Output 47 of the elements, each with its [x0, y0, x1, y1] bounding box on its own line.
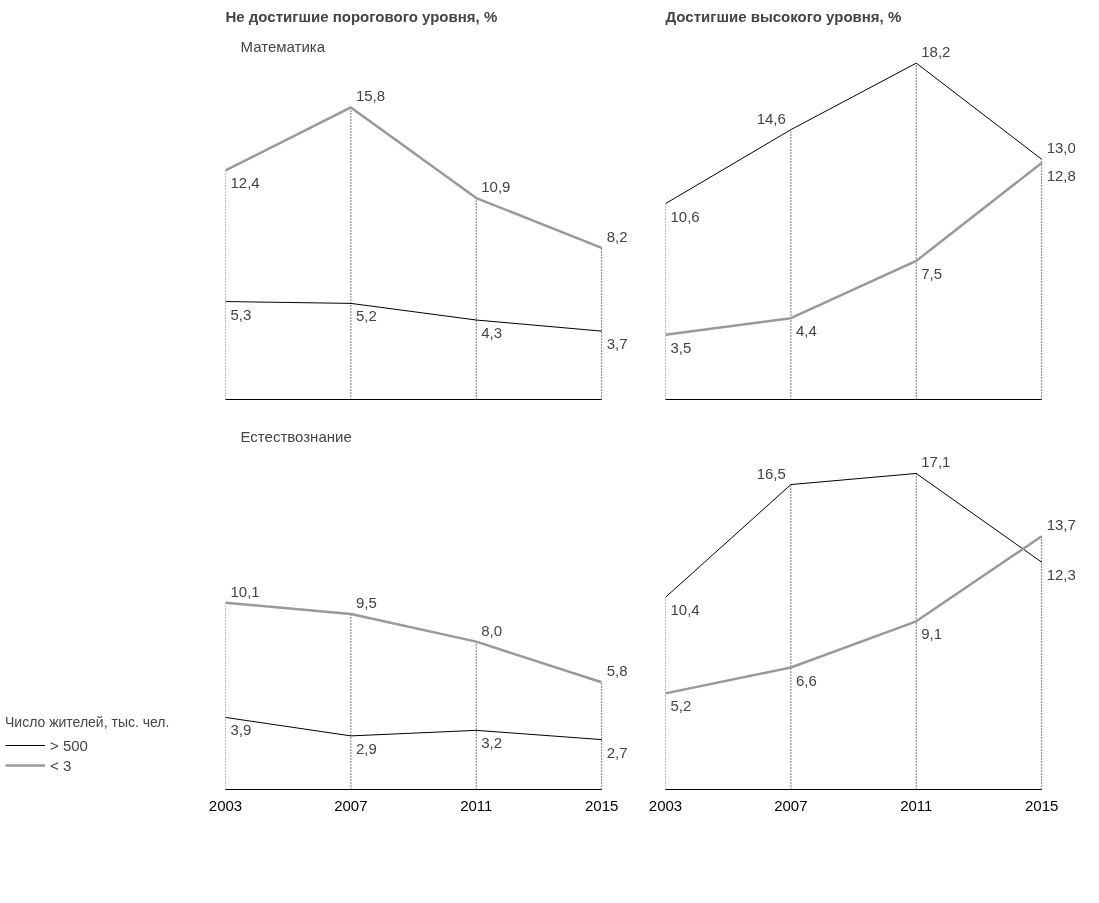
- data-label: 5,2: [355, 307, 377, 325]
- data-label: 3,9: [230, 721, 252, 739]
- data-label: 4,4: [795, 322, 817, 340]
- legend-label: > 500: [50, 736, 88, 754]
- data-label: 12,8: [1046, 166, 1076, 184]
- data-label: 13,0: [1046, 139, 1076, 157]
- data-label: 12,3: [1046, 566, 1076, 584]
- data-label: 12,4: [230, 174, 260, 192]
- data-label: 4,3: [481, 324, 503, 342]
- legend-label: < 3: [50, 756, 72, 774]
- legend-title: Число жителей, тыс. чел.: [5, 714, 170, 730]
- x-tick-label: 2003: [648, 796, 683, 814]
- data-label: 10,1: [230, 582, 260, 600]
- x-tick-label: 2011: [460, 796, 493, 814]
- data-label: 3,2: [481, 734, 503, 752]
- chart-title: Достигшие высокого уровня, %: [665, 7, 902, 25]
- data-label: 3,7: [606, 335, 628, 353]
- data-label: 2,7: [606, 743, 628, 761]
- data-label: 6,6: [795, 671, 817, 689]
- x-tick-label: 2007: [774, 796, 808, 814]
- data-label: 8,2: [606, 227, 628, 245]
- data-label: 10,6: [670, 207, 700, 225]
- data-label: 9,5: [355, 593, 377, 611]
- x-tick-label: 2011: [900, 796, 933, 814]
- text: Математика: [240, 37, 326, 55]
- data-label: 15,8: [355, 87, 386, 105]
- data-label: 18,2: [921, 43, 951, 61]
- data-label: 16,5: [756, 464, 786, 482]
- data-label: 14,6: [756, 109, 786, 127]
- data-label: 10,4: [670, 601, 700, 619]
- x-tick-label: 2003: [208, 796, 243, 814]
- data-label: 7,5: [921, 264, 943, 282]
- data-label: 17,1: [921, 453, 951, 471]
- x-tick-label: 2015: [584, 796, 619, 814]
- data-label: 5,3: [230, 305, 252, 323]
- chart-title: Не достигшие порогового уровня, %: [225, 7, 498, 25]
- data-label: 10,9: [481, 178, 511, 196]
- data-label: 13,7: [1046, 516, 1076, 534]
- data-label: 9,1: [921, 625, 943, 643]
- data-label: 3,5: [670, 338, 692, 356]
- x-tick-label: 2007: [334, 796, 368, 814]
- data-label: 2,9: [355, 739, 377, 757]
- text: Естествознание: [240, 427, 352, 445]
- data-label: 8,0: [481, 621, 503, 639]
- x-tick-label: 2015: [1024, 796, 1059, 814]
- data-label: 5,2: [670, 697, 692, 715]
- data-label: 5,8: [606, 662, 628, 680]
